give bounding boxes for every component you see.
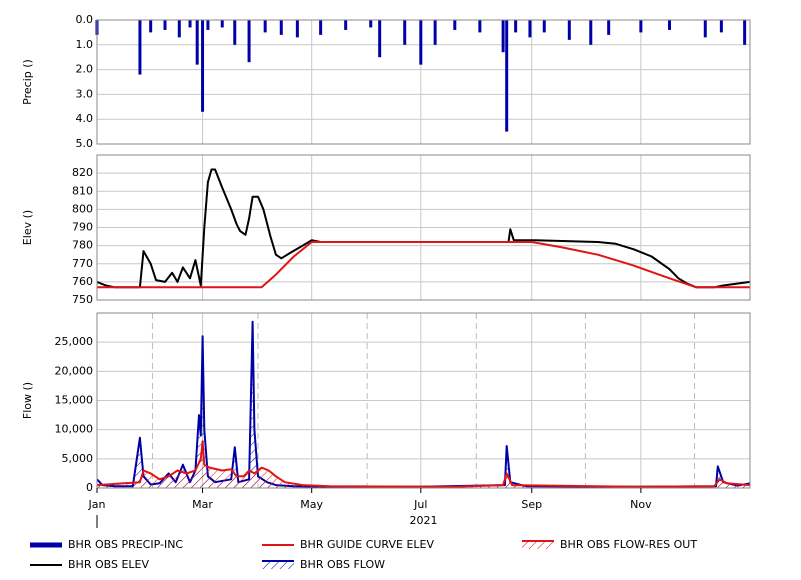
legend-swatch: [262, 561, 294, 569]
precip-bar: [607, 20, 611, 35]
precip-bar: [220, 20, 224, 28]
legend-label: BHR OBS ELEV: [68, 558, 149, 571]
precip-bar: [505, 20, 509, 132]
panel-background: [97, 20, 750, 144]
legend-swatch: [522, 541, 554, 549]
y-axis-label: Precip (): [21, 59, 34, 105]
y-tick-label: 760: [72, 275, 93, 288]
y-tick-label: 20,000: [55, 364, 94, 377]
precip-bar: [478, 20, 482, 33]
y-axis-label: Flow (): [21, 382, 34, 419]
y-tick-label: 10,000: [55, 423, 94, 436]
y-tick-label: 3.0: [76, 87, 94, 100]
y-tick-label: 0.0: [76, 13, 94, 26]
y-tick-label: 780: [72, 239, 93, 252]
y-tick-label: 5,000: [62, 452, 94, 465]
y-tick-label: 15,000: [55, 394, 94, 407]
precip-bar: [201, 20, 205, 112]
precip-bar: [279, 20, 283, 35]
panel-frame: [96, 312, 751, 489]
x-tick-label: Jan: [88, 498, 106, 511]
y-tick-label: 1.0: [76, 38, 94, 51]
precip-bar: [344, 20, 348, 30]
elev-line: [97, 241, 750, 289]
x-tick-label: Nov: [630, 498, 652, 511]
precip-bar: [667, 20, 671, 30]
precip-bar: [195, 20, 199, 65]
precip-bar: [149, 20, 153, 33]
precip-bar: [319, 20, 323, 35]
precip-bar: [247, 20, 251, 63]
legend-label: BHR OBS FLOW-RES OUT: [560, 538, 697, 551]
y-tick-label: 800: [72, 202, 93, 215]
precip-bar: [138, 20, 142, 75]
precip-bar: [528, 20, 532, 38]
precip-bar: [743, 20, 747, 45]
precip-bar: [403, 20, 407, 45]
x-tick-label: Sep: [521, 498, 542, 511]
precip-bar: [206, 20, 210, 30]
panel-frame: [96, 19, 751, 145]
precip-bar: [378, 20, 382, 58]
precip-bar: [177, 20, 181, 38]
precip-bar: [263, 20, 267, 33]
y-tick-label: 810: [72, 184, 93, 197]
precip-bar: [514, 20, 518, 33]
precip-bar: [419, 20, 423, 65]
x-axis-label: 2021: [410, 514, 438, 527]
y-tick-label: 5.0: [76, 137, 94, 150]
x-tick-label: Jul: [413, 498, 427, 511]
flow-line: [96, 440, 751, 488]
y-tick-label: 2.0: [76, 63, 94, 76]
precip-bar: [433, 20, 437, 45]
y-tick-label: 820: [72, 166, 93, 179]
y-tick-label: 750: [72, 293, 93, 306]
precip-bar: [703, 20, 707, 38]
y-tick-label: 25,000: [55, 335, 94, 348]
precip-bar: [719, 20, 723, 33]
y-tick-label: 4.0: [76, 112, 94, 125]
precip-bar: [188, 20, 192, 28]
y-tick-label: 770: [72, 257, 93, 270]
precip-bar: [639, 20, 643, 33]
legend-label: BHR OBS FLOW: [300, 558, 385, 571]
x-tick-label: Mar: [192, 498, 213, 511]
y-tick-label: 790: [72, 221, 93, 234]
precip-bar: [589, 20, 593, 45]
y-tick-label: 0: [86, 481, 93, 494]
legend-label: BHR GUIDE CURVE ELEV: [300, 538, 434, 551]
precip-bar: [501, 20, 505, 53]
precip-bar: [542, 20, 546, 33]
elev-line: [96, 168, 751, 289]
precip-bar: [163, 20, 167, 30]
x-tick-label: May: [300, 498, 323, 511]
y-axis-label: Elev (): [21, 210, 34, 245]
precip-bar: [295, 20, 299, 38]
legend-label: BHR OBS PRECIP-INC: [68, 538, 183, 551]
flow-area-fill: [97, 441, 750, 488]
precip-bar: [453, 20, 457, 30]
precip-bar: [369, 20, 373, 28]
precip-bar: [567, 20, 571, 40]
precip-bar: [233, 20, 237, 45]
panel-frame: [96, 154, 751, 301]
